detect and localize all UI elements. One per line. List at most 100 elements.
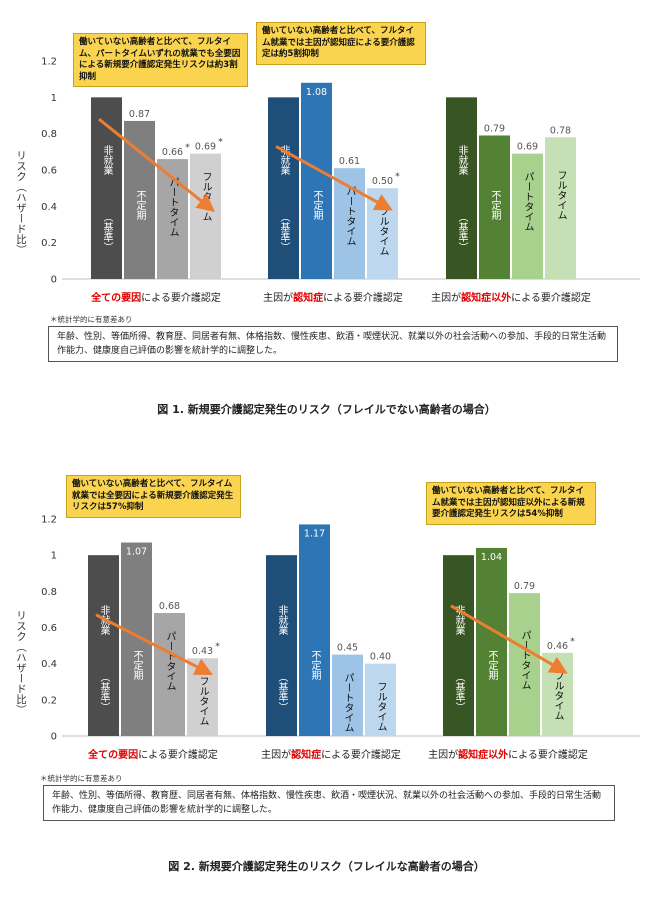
y-tick-label: 0.8 — [41, 129, 57, 140]
y-tick-label: 1.2 — [41, 515, 57, 526]
group-title-text: による要介護認定 — [141, 291, 221, 304]
significance-footnote: ＊統計学的に有意差あり — [40, 774, 123, 783]
y-tick-label: 0.6 — [41, 623, 57, 634]
bar-category-label: パートタイム — [522, 171, 534, 231]
annotation-box-non-dementia: 働いていない高齢者と比べて、フルタイム就業では主因が認知症以外による新規要介護認… — [426, 482, 596, 525]
group-title-text: による要介護認定 — [323, 291, 403, 304]
y-tick-label: 0.8 — [41, 587, 57, 598]
bar-category-label: 非就業 — [276, 605, 288, 636]
group-title-text: による要介護認定 — [511, 291, 591, 304]
group-title-highlight: 全ての要因 — [90, 291, 141, 304]
bar — [365, 663, 396, 736]
bar — [443, 555, 474, 736]
bar — [479, 135, 510, 279]
bar — [509, 593, 540, 736]
group-title-highlight: 認知症以外 — [461, 291, 511, 304]
bar-category-label: フルタイム — [555, 170, 567, 220]
group-title-highlight: 認知症 — [291, 748, 321, 761]
bar — [268, 97, 299, 279]
data-label: 0.79 — [514, 581, 535, 592]
group-title-highlight: 認知症 — [293, 291, 323, 304]
bar — [91, 97, 122, 279]
adjustment-note: 年齢、性別、等価所得、教育歴、同居者有無、体格指数、慢性疾患、飲酒・喫煙状況、就… — [43, 785, 615, 821]
group-title-highlight: 認知症以外 — [458, 748, 508, 761]
bar-category-label: フルタイム — [200, 172, 212, 222]
bar — [266, 555, 297, 736]
data-label: 1.04 — [481, 552, 502, 563]
data-label: 1.17 — [304, 528, 325, 539]
figure-1: リスク（ハザード比） 0 0.2 0.4 0.6 0.8 1 1.2 非就業 （基準） 0.87 不… — [0, 0, 653, 430]
bar-category-label: 不定期 — [131, 650, 143, 681]
group-title: 全ての要因による要介護認定 — [87, 748, 218, 761]
y-tick-label: 1 — [51, 93, 57, 104]
trend-arrow — [95, 613, 214, 676]
y-tick-label: 0 — [51, 732, 57, 743]
trend-arrow — [275, 145, 393, 211]
group-title: 全ての要因による要介護認定 — [90, 291, 221, 304]
data-label: 1.07 — [126, 547, 147, 558]
trend-arrow — [98, 117, 216, 212]
y-tick-label: 0.6 — [41, 166, 57, 177]
bar-category-label: 不定期 — [134, 190, 146, 221]
significance-star: * — [215, 642, 220, 652]
bar — [121, 542, 152, 736]
group-title-highlight: 全ての要因 — [87, 748, 138, 761]
bar-category-label: （基準） — [278, 212, 290, 252]
group-title-text: による要介護認定 — [321, 748, 401, 761]
bar-category-label: （基準） — [453, 672, 465, 712]
y-tick-label: 0 — [51, 275, 57, 286]
annotation-box-dementia: 働いていない高齢者と比べて、フルタイム就業では主因が認知症による要介護認定は約5… — [256, 22, 426, 65]
group-title: 主因が認知症による要介護認定 — [261, 748, 401, 761]
annotation-box-all-causes: 働いていない高齢者と比べて、フルタイム就業では全要因による新規要介護認定発生リス… — [66, 475, 241, 518]
y-tick-label: 0.4 — [41, 202, 57, 213]
y-tick-label: 1.2 — [41, 57, 57, 68]
significance-star: * — [395, 172, 400, 182]
data-label: 0.87 — [129, 109, 150, 120]
significance-star: * — [218, 138, 223, 148]
y-tick-label: 1 — [51, 551, 57, 562]
bar-category-label: パートタイム — [344, 186, 356, 246]
group-title-text: による要介護認定 — [138, 748, 218, 761]
figure-caption: 図 2. 新規要介護認定発生のリスク（フレイルな高齢者の場合） — [168, 860, 485, 873]
trend-arrow — [450, 604, 568, 674]
bar-category-label: フルタイム — [377, 206, 389, 256]
data-label: 0.66 — [162, 147, 183, 158]
data-label: 0.43 — [192, 646, 213, 657]
y-tick-label: 0.4 — [41, 659, 57, 670]
bar — [299, 524, 330, 736]
group-title: 主因が認知症以外による要介護認定 — [428, 748, 588, 761]
bar — [332, 654, 363, 736]
figure-2: リスク（ハザード比） 0 0.2 0.4 0.6 0.8 1 1.2 非就業 （基準） 1.07 不… — [0, 460, 653, 898]
data-label: 0.45 — [337, 643, 358, 654]
bar — [190, 153, 221, 279]
data-label: 0.79 — [484, 123, 505, 134]
bar-category-label: フルタイム — [552, 671, 564, 721]
bar — [301, 82, 332, 279]
bar — [545, 137, 576, 279]
group-title-text: 主因が — [431, 291, 461, 304]
data-label: 0.68 — [159, 601, 180, 612]
y-axis-label: リスク（ハザード比） — [15, 150, 27, 255]
y-axis-label: リスク（ハザード比） — [15, 610, 27, 715]
bar-category-label: パートタイム — [342, 672, 354, 732]
bar — [476, 547, 507, 736]
bar-category-label: パートタイム — [164, 631, 176, 691]
bar-category-label: パートタイム — [167, 177, 179, 237]
bar — [124, 120, 155, 279]
significance-star: * — [185, 143, 190, 153]
group-title-text: 主因が — [263, 291, 293, 304]
group-title-text: による要介護認定 — [508, 748, 588, 761]
bar-category-label: （基準） — [456, 212, 468, 252]
bar-category-label: 不定期 — [311, 190, 323, 221]
bar-category-label: 不定期 — [309, 650, 321, 681]
y-tick-label: 0.2 — [41, 238, 57, 249]
bar-category-label: 非就業 — [101, 145, 113, 176]
significance-star: * — [570, 637, 575, 647]
chart-2: 0 0.2 0.4 0.6 0.8 1 1.2 非就業 （基準） 1.07 不定期 0.68 パートタイ… — [41, 515, 640, 761]
group-title-text: 主因が — [428, 748, 458, 761]
significance-footnote: ＊統計学的に有意差あり — [50, 315, 133, 324]
bar — [154, 613, 185, 736]
group-title: 主因が認知症による要介護認定 — [263, 291, 403, 304]
data-label: 0.69 — [517, 142, 538, 153]
